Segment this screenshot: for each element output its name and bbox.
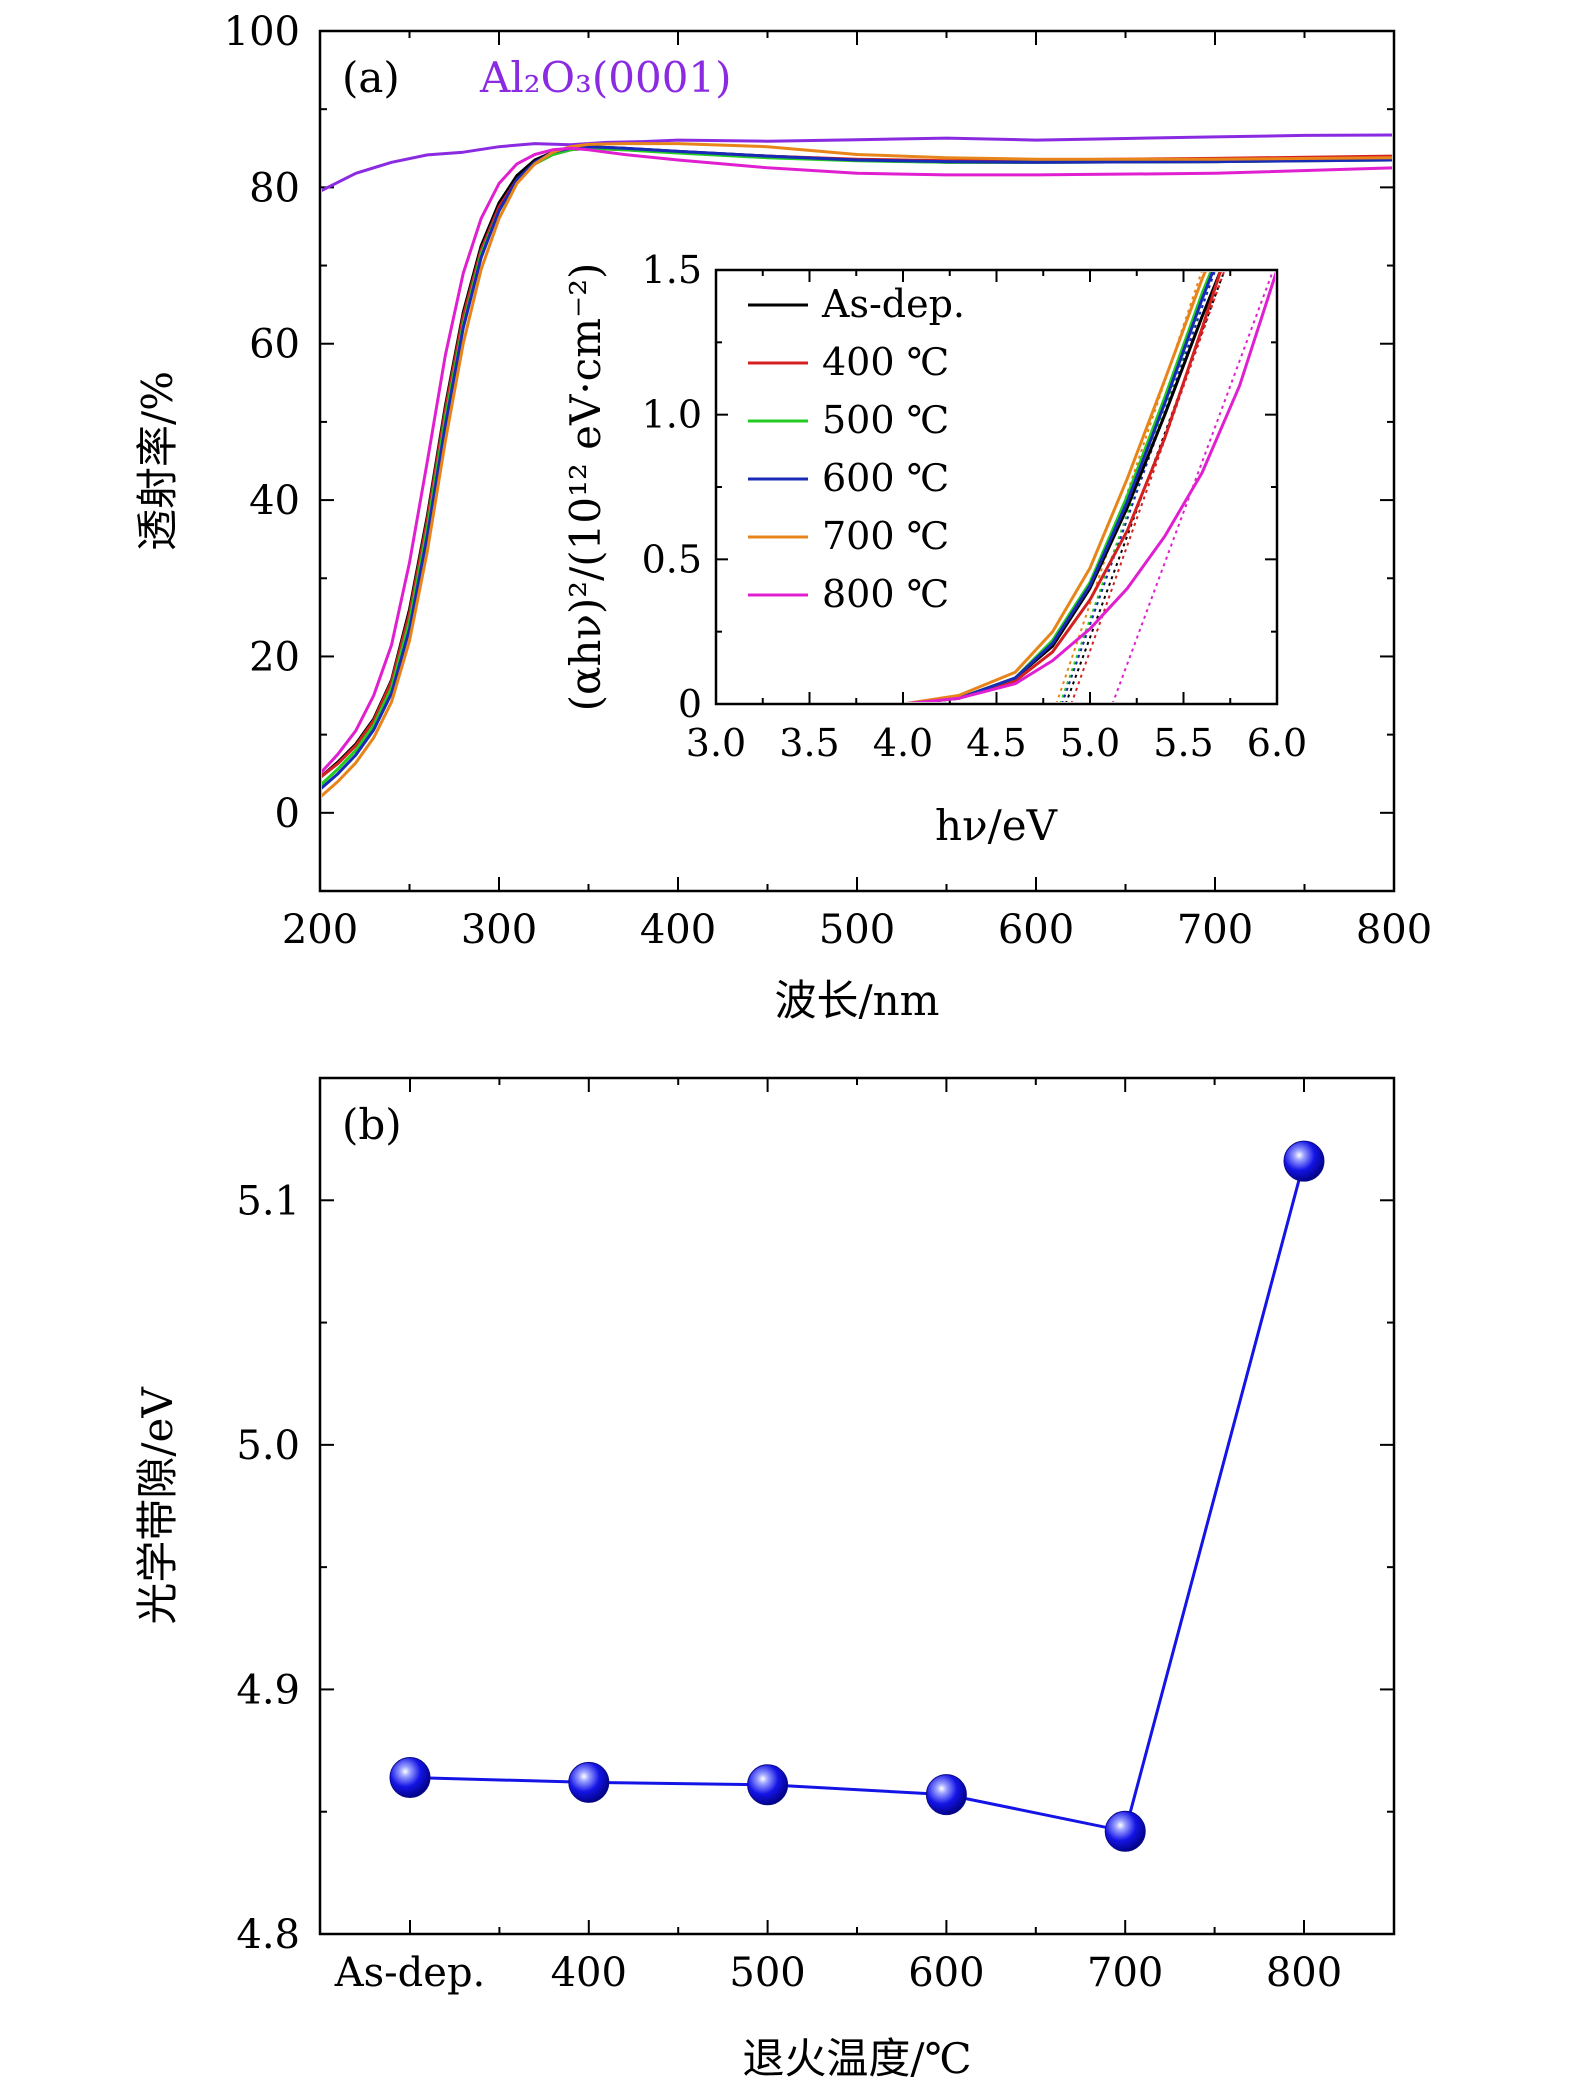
- y-tick-label-a: 0: [275, 791, 300, 837]
- substrate-label: Al₂O₃(0001): [479, 53, 732, 102]
- inset-x-tick-label: 3.0: [686, 721, 746, 765]
- legend-label: 800 ℃: [822, 572, 949, 616]
- panel-b-series: [389, 1140, 1325, 1852]
- bandgap-point: [1283, 1140, 1325, 1182]
- panel-a-series: [322, 133, 1392, 798]
- inset-x-tick-label: 3.5: [779, 721, 839, 765]
- x-tick-label-a: 600: [998, 907, 1074, 953]
- inset-legend: As-dep. 400 ℃ 500 ℃ 600 ℃ 700 ℃ 800 ℃: [748, 282, 965, 616]
- bandgap-point: [747, 1764, 789, 1806]
- panel-b-ylabel: 光学带隙/eV: [133, 1387, 182, 1625]
- legend-label: As-dep.: [821, 282, 965, 326]
- panel-b-label: (b): [342, 1100, 402, 1149]
- series-line-a: [322, 146, 1392, 774]
- inset-y-tick-label: 0.5: [642, 537, 702, 581]
- y-tick-label-a: 100: [224, 9, 300, 55]
- panel-b-frame: [318, 1076, 1396, 1936]
- inset-y-tick-label: 1.5: [642, 248, 702, 292]
- x-tick-label-b: 800: [1266, 1950, 1342, 1996]
- y-tick-label-a: 40: [249, 478, 300, 524]
- inset-x-tick-label: 6.0: [1247, 721, 1307, 765]
- x-tick-label-a: 300: [461, 907, 537, 953]
- x-tick-label-b: 700: [1087, 1950, 1163, 1996]
- inset-series: [906, 272, 1275, 702]
- inset-xlabel: hν/eV: [935, 801, 1058, 850]
- inset-x-tick-label: 4.5: [966, 721, 1026, 765]
- x-tick-label-b: 600: [908, 1950, 984, 1996]
- x-tick-label-a: 800: [1356, 907, 1432, 953]
- y-tick-label-a: 60: [249, 322, 300, 368]
- inset-x-tick-label: 5.5: [1153, 721, 1213, 765]
- inset-y-tick-label: 1.0: [642, 393, 702, 437]
- inset-x-tick-label: 4.0: [873, 721, 933, 765]
- x-tick-label-a: 200: [282, 907, 358, 953]
- panel-b: As-dep. 400 500 600 700 800 4.8 4.9 5.0 5.1 (b) 退…: [133, 1076, 1396, 2083]
- y-tick-label-a: 80: [249, 165, 300, 211]
- x-tick-label-a: 400: [640, 907, 716, 953]
- y-tick-label-b: 4.9: [236, 1667, 300, 1713]
- x-tick-label-a: 700: [1177, 907, 1253, 953]
- x-tick-label-b: 500: [729, 1950, 805, 1996]
- legend-label: 500 ℃: [822, 398, 949, 442]
- series-line-a: [322, 133, 1392, 192]
- y-tick-label-b: 5.0: [236, 1423, 300, 1469]
- panel-a: 200 300 400 500 600 700 800 0 20 40 60 80 100 (a) Al…: [133, 9, 1432, 1025]
- series-line-a: [322, 142, 1392, 798]
- x-tick-label-b: 400: [551, 1950, 627, 1996]
- panel-a-ylabel: 透射率/%: [133, 371, 182, 551]
- y-tick-label-b: 5.1: [236, 1178, 300, 1224]
- panel-a-ticks: 200 300 400 500 600 700 800 0 20 40 60 80 100: [224, 9, 1433, 953]
- legend-label: 400 ℃: [822, 340, 949, 384]
- y-tick-label-b: 4.8: [236, 1912, 300, 1958]
- inset-y-tick-label: 0: [678, 682, 702, 726]
- bandgap-point: [925, 1774, 967, 1816]
- series-line-a: [322, 145, 1392, 790]
- panel-b-xlabel: 退火温度/℃: [742, 2034, 971, 2083]
- bandgap-point: [1104, 1810, 1146, 1852]
- inset-x-tick-label: 5.0: [1060, 721, 1120, 765]
- panel-a-xlabel: 波长/nm: [774, 976, 939, 1025]
- bandgap-line: [409, 1160, 1306, 1834]
- bandgap-point: [389, 1756, 431, 1798]
- y-tick-label-a: 20: [249, 634, 300, 680]
- inset-series-line: [907, 272, 1275, 702]
- bandgap-point: [568, 1761, 610, 1803]
- panel-b-ticks: As-dep. 400 500 600 700 800 4.8 4.9 5.0 5.1: [236, 1077, 1394, 1996]
- legend-label: 700 ℃: [822, 514, 949, 558]
- panel-a-label: (a): [342, 53, 400, 102]
- legend-label: 600 ℃: [822, 456, 949, 500]
- inset-ticks: 3.0 3.5 4.0 4.5 5.0 5.5 6.0 0 0.5 1.0 1.5: [642, 248, 1308, 765]
- x-tick-label-b: As-dep.: [334, 1950, 486, 1996]
- inset-ylabel: (αhν)²/(10¹² eV·cm⁻²): [561, 263, 610, 712]
- x-tick-label-a: 500: [819, 907, 895, 953]
- inset-chart: 3.0 3.5 4.0 4.5 5.0 5.5 6.0 0 0.5 1.0 1.5 As-dep. 4…: [561, 248, 1307, 850]
